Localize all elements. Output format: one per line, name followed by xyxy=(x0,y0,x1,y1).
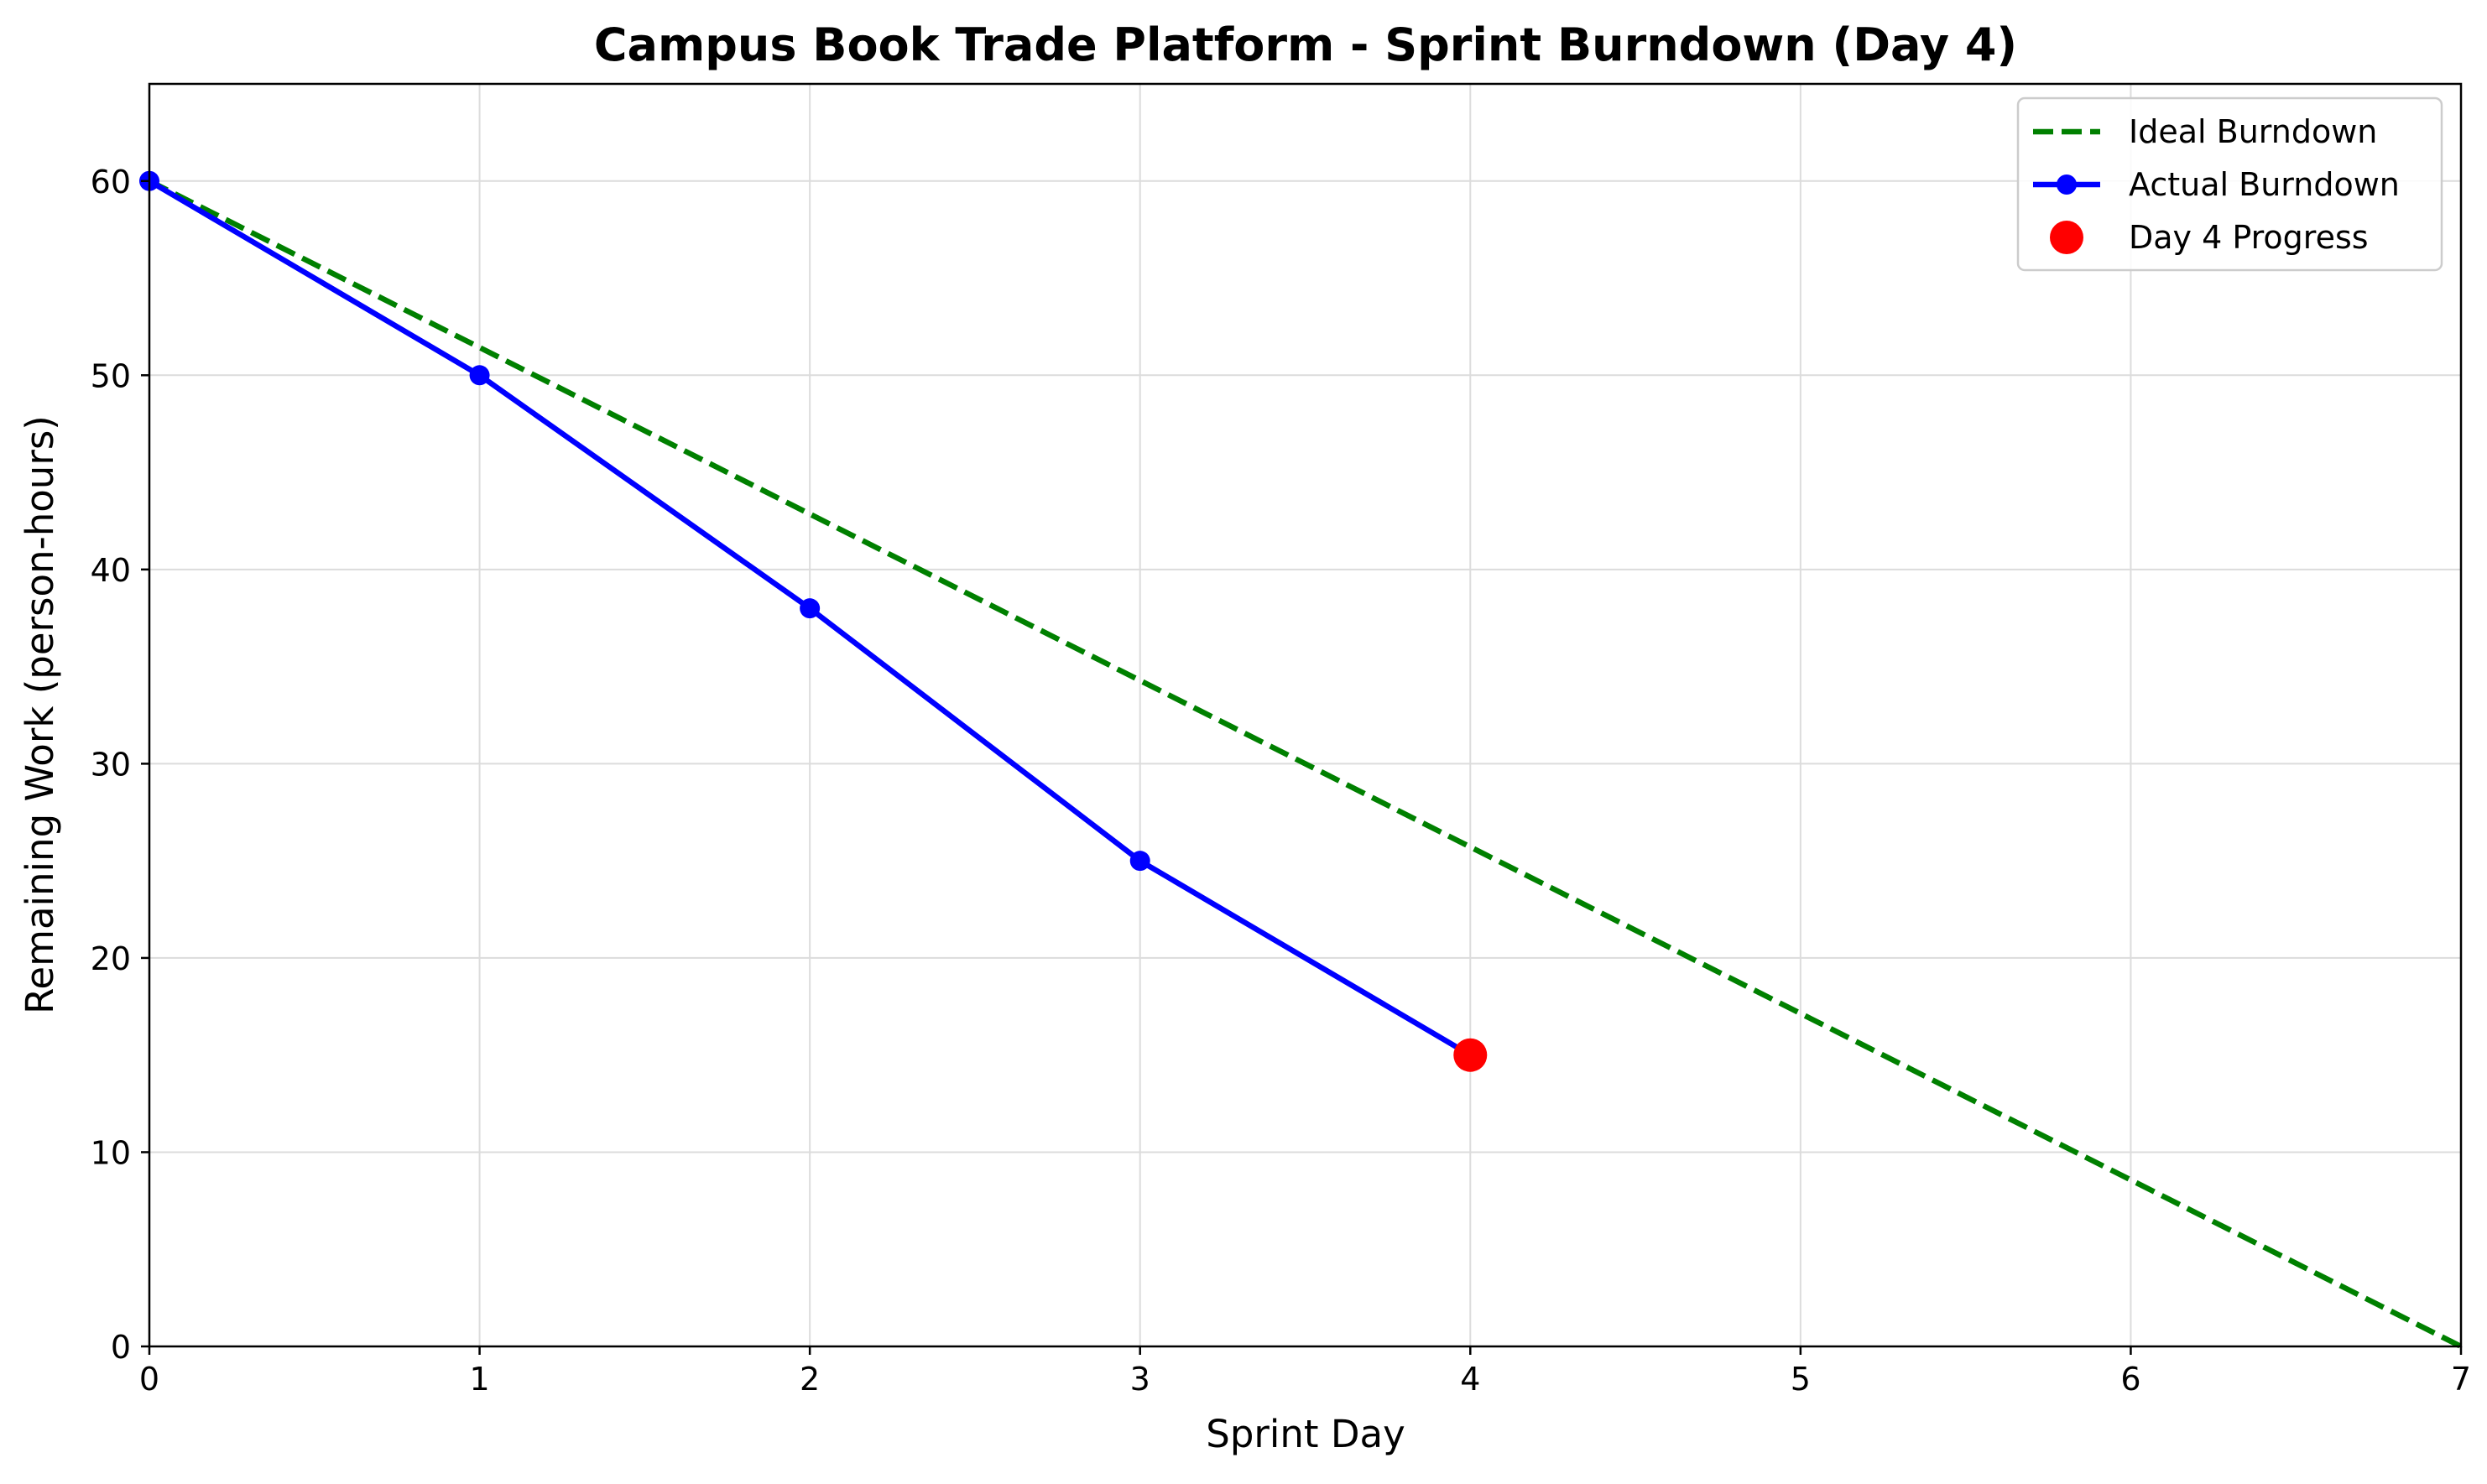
y-tick-label: 50 xyxy=(91,357,131,394)
legend-ideal-label: Ideal Burndown xyxy=(2129,113,2377,150)
chart-title: Campus Book Trade Platform - Sprint Burn… xyxy=(594,18,2017,71)
legend-box xyxy=(2016,96,2443,272)
actual-burndown-point xyxy=(800,598,821,619)
actual-burndown-point xyxy=(1129,851,1150,872)
legend: Ideal Burndown Actual Burndown Day 4 Pro… xyxy=(2016,96,2443,272)
day-4-progress-point xyxy=(1453,1038,1488,1072)
legend-actual-label: Actual Burndown xyxy=(2129,166,2400,203)
x-axis-label: Sprint Day xyxy=(1206,1412,1405,1456)
x-tick-label: 4 xyxy=(1460,1361,1480,1398)
y-tick-label: 0 xyxy=(111,1329,131,1366)
y-tick-label: 30 xyxy=(91,746,131,783)
x-tick-label: 2 xyxy=(800,1361,820,1398)
y-tick-label: 10 xyxy=(91,1134,131,1171)
legend-actual-marker xyxy=(2057,174,2077,195)
y-tick-label: 40 xyxy=(91,552,131,589)
x-tick-label: 1 xyxy=(469,1361,489,1398)
axis-ticks: 0 1 2 3 4 5 6 7 0 10 20 30 40 50 60 xyxy=(91,164,2471,1398)
x-tick-label: 0 xyxy=(139,1361,159,1398)
x-tick-label: 7 xyxy=(2451,1361,2471,1398)
legend-progress-marker xyxy=(2050,221,2083,254)
plot-frame xyxy=(148,82,2463,1348)
legend-progress-label: Day 4 Progress xyxy=(2129,219,2369,256)
series-layer xyxy=(139,170,2463,1349)
y-axis-label: Remaining Work (person-hours) xyxy=(18,415,62,1014)
y-tick-label: 20 xyxy=(91,940,131,977)
y-tick-label: 60 xyxy=(91,164,131,200)
ideal-burndown-line xyxy=(148,178,2463,1349)
x-tick-label: 5 xyxy=(1791,1361,1811,1398)
x-tick-label: 6 xyxy=(2120,1361,2140,1398)
x-tick-label: 3 xyxy=(1130,1361,1150,1398)
actual-burndown-point xyxy=(469,365,490,386)
